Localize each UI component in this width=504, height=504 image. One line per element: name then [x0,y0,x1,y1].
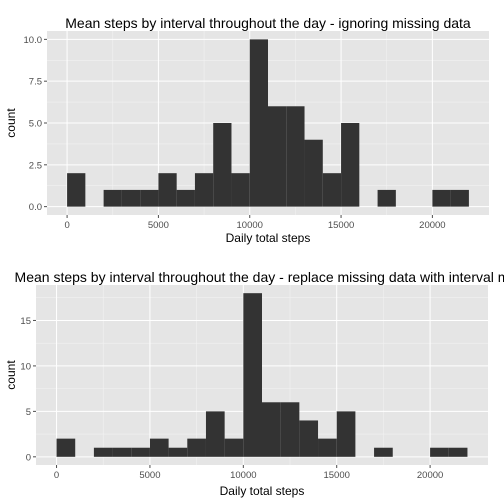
y-tick-label: 0 [26,452,31,463]
histogram-bar [194,173,214,207]
histogram-bar [176,189,195,207]
x-tick-label: 10000 [230,470,256,481]
chart-ignoring-missing: 0.0 2.5 5.0 7.5 10.0 0 5000 10000 15000 20000 Me… [4,15,489,245]
histogram-bar [93,447,113,457]
histogram-bar [322,173,342,207]
x-tick-label: 0 [64,220,69,231]
histogram-bar [286,106,305,207]
y-tick-label: 10.0 [24,35,43,46]
y-axis-title: count [4,360,18,390]
y-axis: 0 5 10 15 [20,316,36,463]
histogram-bar [131,447,150,457]
histogram-bar [224,438,244,457]
chart-title: Mean steps by interval throughout the da… [15,269,504,285]
x-tick-label: 10000 [237,220,263,231]
histogram-bar [448,447,468,457]
histogram-bar [450,189,469,207]
x-tick-label: 5000 [139,470,160,481]
x-tick-label: 15000 [328,220,354,231]
histogram-bar [213,123,232,207]
x-tick-label: 20000 [419,220,445,231]
y-axis-title: count [4,108,18,138]
histogram-bar [103,189,122,207]
y-tick-label: 10 [20,361,31,372]
histogram-bar [231,173,250,207]
x-tick-label: 0 [54,470,59,481]
bars [67,39,469,207]
histogram-bar [432,189,451,207]
histogram-bar [318,438,337,457]
y-tick-label: 15 [20,316,31,327]
histogram-bar [336,411,356,457]
histogram-bar [268,106,287,207]
x-axis: 0 5000 10000 15000 20000 [64,215,446,231]
chart-replace-missing: 0 5 10 15 0 5000 10000 15000 20000 Mean steps b… [4,269,504,498]
histogram-bar [205,411,225,457]
histogram-bar [262,402,281,457]
histogram-bar [430,447,449,457]
histogram-bar [304,139,323,207]
x-axis-title: Daily total steps [220,484,305,498]
chart-title: Mean steps by interval throughout the da… [65,15,471,31]
histogram-bar [280,402,300,457]
histogram-bar [121,189,141,207]
x-tick-label: 15000 [323,470,349,481]
histogram-bar [140,189,159,207]
histogram-bar [168,447,188,457]
y-tick-label: 0.0 [29,202,42,213]
histogram-bar [112,447,132,457]
histogram-bar [158,173,177,207]
histogram-bar [67,173,86,207]
y-axis: 0.0 2.5 5.0 7.5 10.0 [24,35,47,213]
histogram-bar [377,189,396,207]
x-tick-label: 5000 [148,220,169,231]
histogram-bar [187,438,206,457]
x-tick-label: 20000 [417,470,443,481]
histogram-bar [56,438,76,457]
histogram-bar [341,123,360,207]
histogram-bar [374,447,393,457]
histogram-bar [149,438,169,457]
y-tick-label: 5.0 [29,119,42,130]
bars [56,293,468,457]
histogram-bar [243,293,262,457]
y-tick-label: 2.5 [29,160,42,171]
y-tick-label: 5 [26,407,31,418]
histogram-bar [299,420,319,457]
x-axis: 0 5000 10000 15000 20000 [54,465,443,481]
x-axis-title: Daily total steps [226,231,311,245]
y-tick-label: 7.5 [29,77,42,88]
histogram-bar [249,39,268,207]
